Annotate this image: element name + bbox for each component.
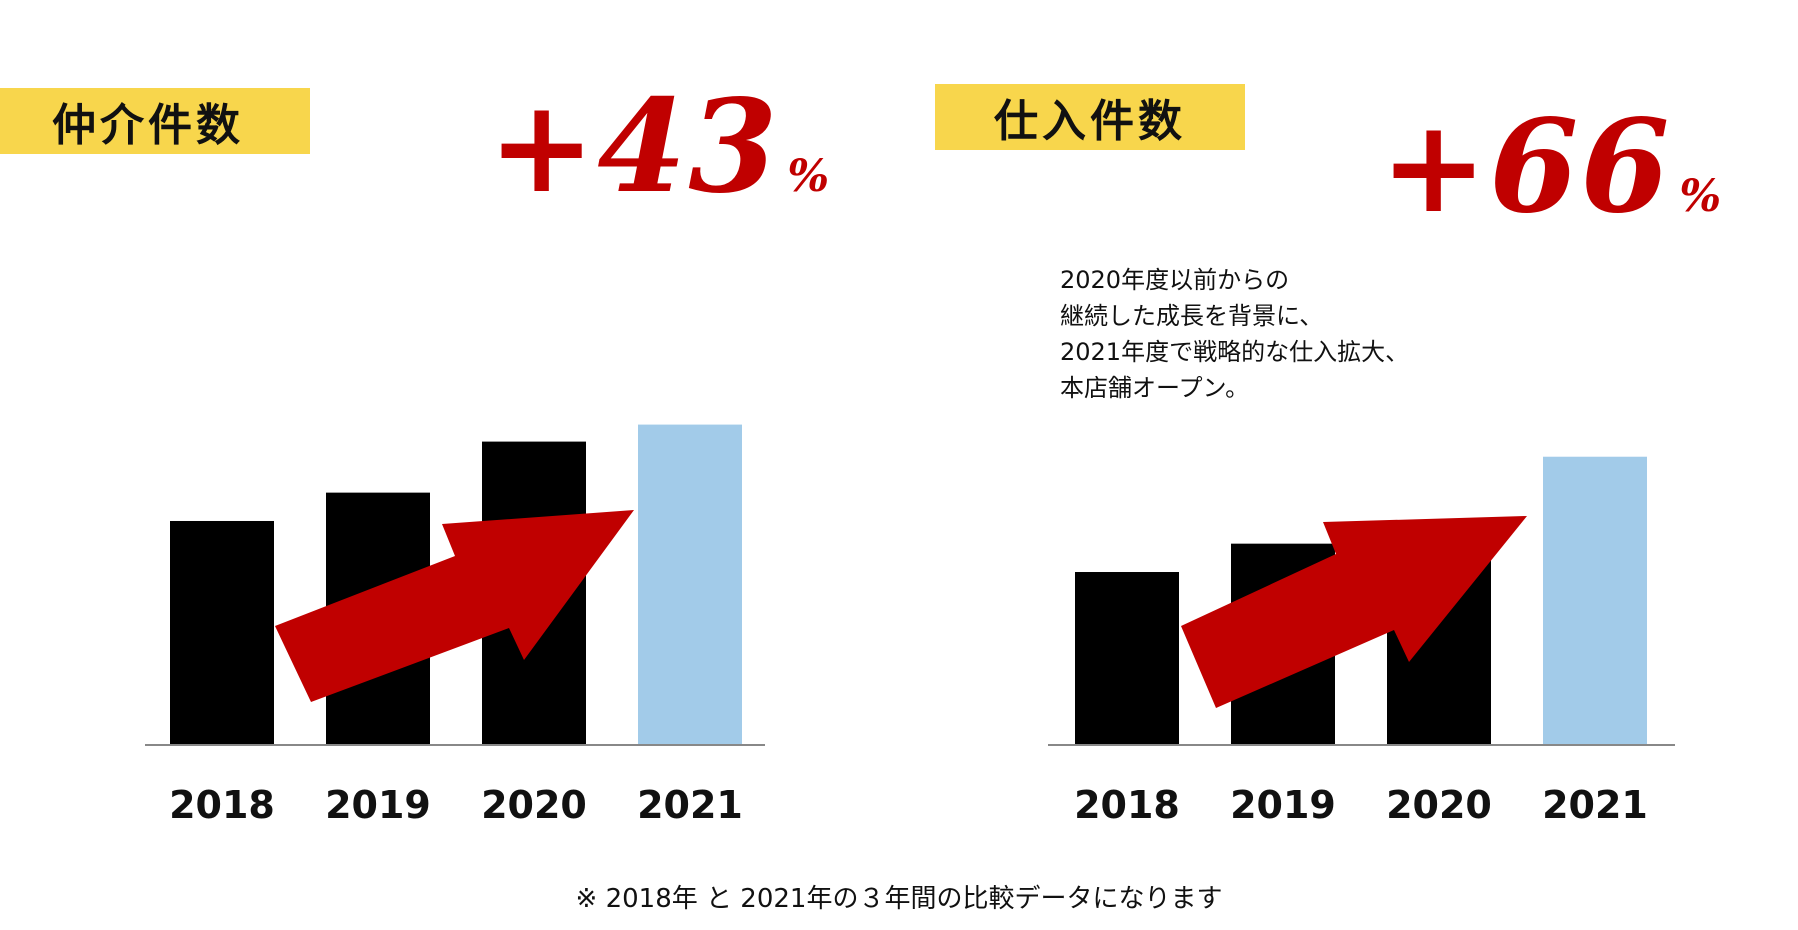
trend-arrow xyxy=(1181,516,1527,708)
chart-title: 仕入件数 xyxy=(994,96,1186,147)
bar-2018 xyxy=(1075,572,1179,744)
x-tick-label: 2021 xyxy=(1542,783,1648,827)
footnote: ※ 2018年 と 2021年の３年間の比較データになります xyxy=(575,884,1223,914)
bar-chart: 2018 2019 2020 2021 xyxy=(1048,456,1675,827)
chart-panel-brokerage: 仲介件数 +43% 2018 2019 2020 2021 xyxy=(0,0,900,850)
bar-chart: 2018 2019 2020 2021 xyxy=(145,424,765,827)
growth-value: +66 xyxy=(1380,92,1672,242)
growth-unit: % xyxy=(787,151,830,202)
x-tick-label: 2018 xyxy=(169,783,275,827)
x-tick-label: 2020 xyxy=(1386,783,1492,827)
x-tick-label: 2019 xyxy=(325,783,431,827)
annotation-line: 本店舗オープン。 xyxy=(1060,374,1250,402)
chart-title-box: 仲介件数 xyxy=(0,88,310,154)
x-tick-label: 2018 xyxy=(1074,783,1180,827)
annotation-line: 2021年度で戦略的な仕入拡大、 xyxy=(1060,338,1410,366)
bar-2018 xyxy=(170,520,274,744)
chart-panel-purchase: 仕入件数 +66% 2020年度以前からの 継続した成長を背景に、 2021年度… xyxy=(900,0,1798,850)
growth-label: +43% xyxy=(488,72,829,222)
chart-title-box: 仕入件数 xyxy=(935,84,1245,150)
annotation-text: 2020年度以前からの 継続した成長を背景に、 2021年度で戦略的な仕入拡大、… xyxy=(1060,262,1409,406)
growth-label: +66% xyxy=(1380,92,1721,242)
chart-title: 仲介件数 xyxy=(52,100,244,151)
annotation-line: 2020年度以前からの xyxy=(1060,266,1290,294)
x-tick-label: 2019 xyxy=(1230,783,1336,827)
growth-value: +43 xyxy=(488,72,780,222)
x-tick-label: 2020 xyxy=(481,783,587,827)
growth-unit: % xyxy=(1679,171,1722,222)
bar-2021 xyxy=(638,424,742,744)
trend-arrow xyxy=(275,510,634,702)
bar-2021 xyxy=(1543,456,1647,744)
annotation-line: 継続した成長を背景に、 xyxy=(1060,302,1324,330)
x-tick-label: 2021 xyxy=(637,783,743,827)
